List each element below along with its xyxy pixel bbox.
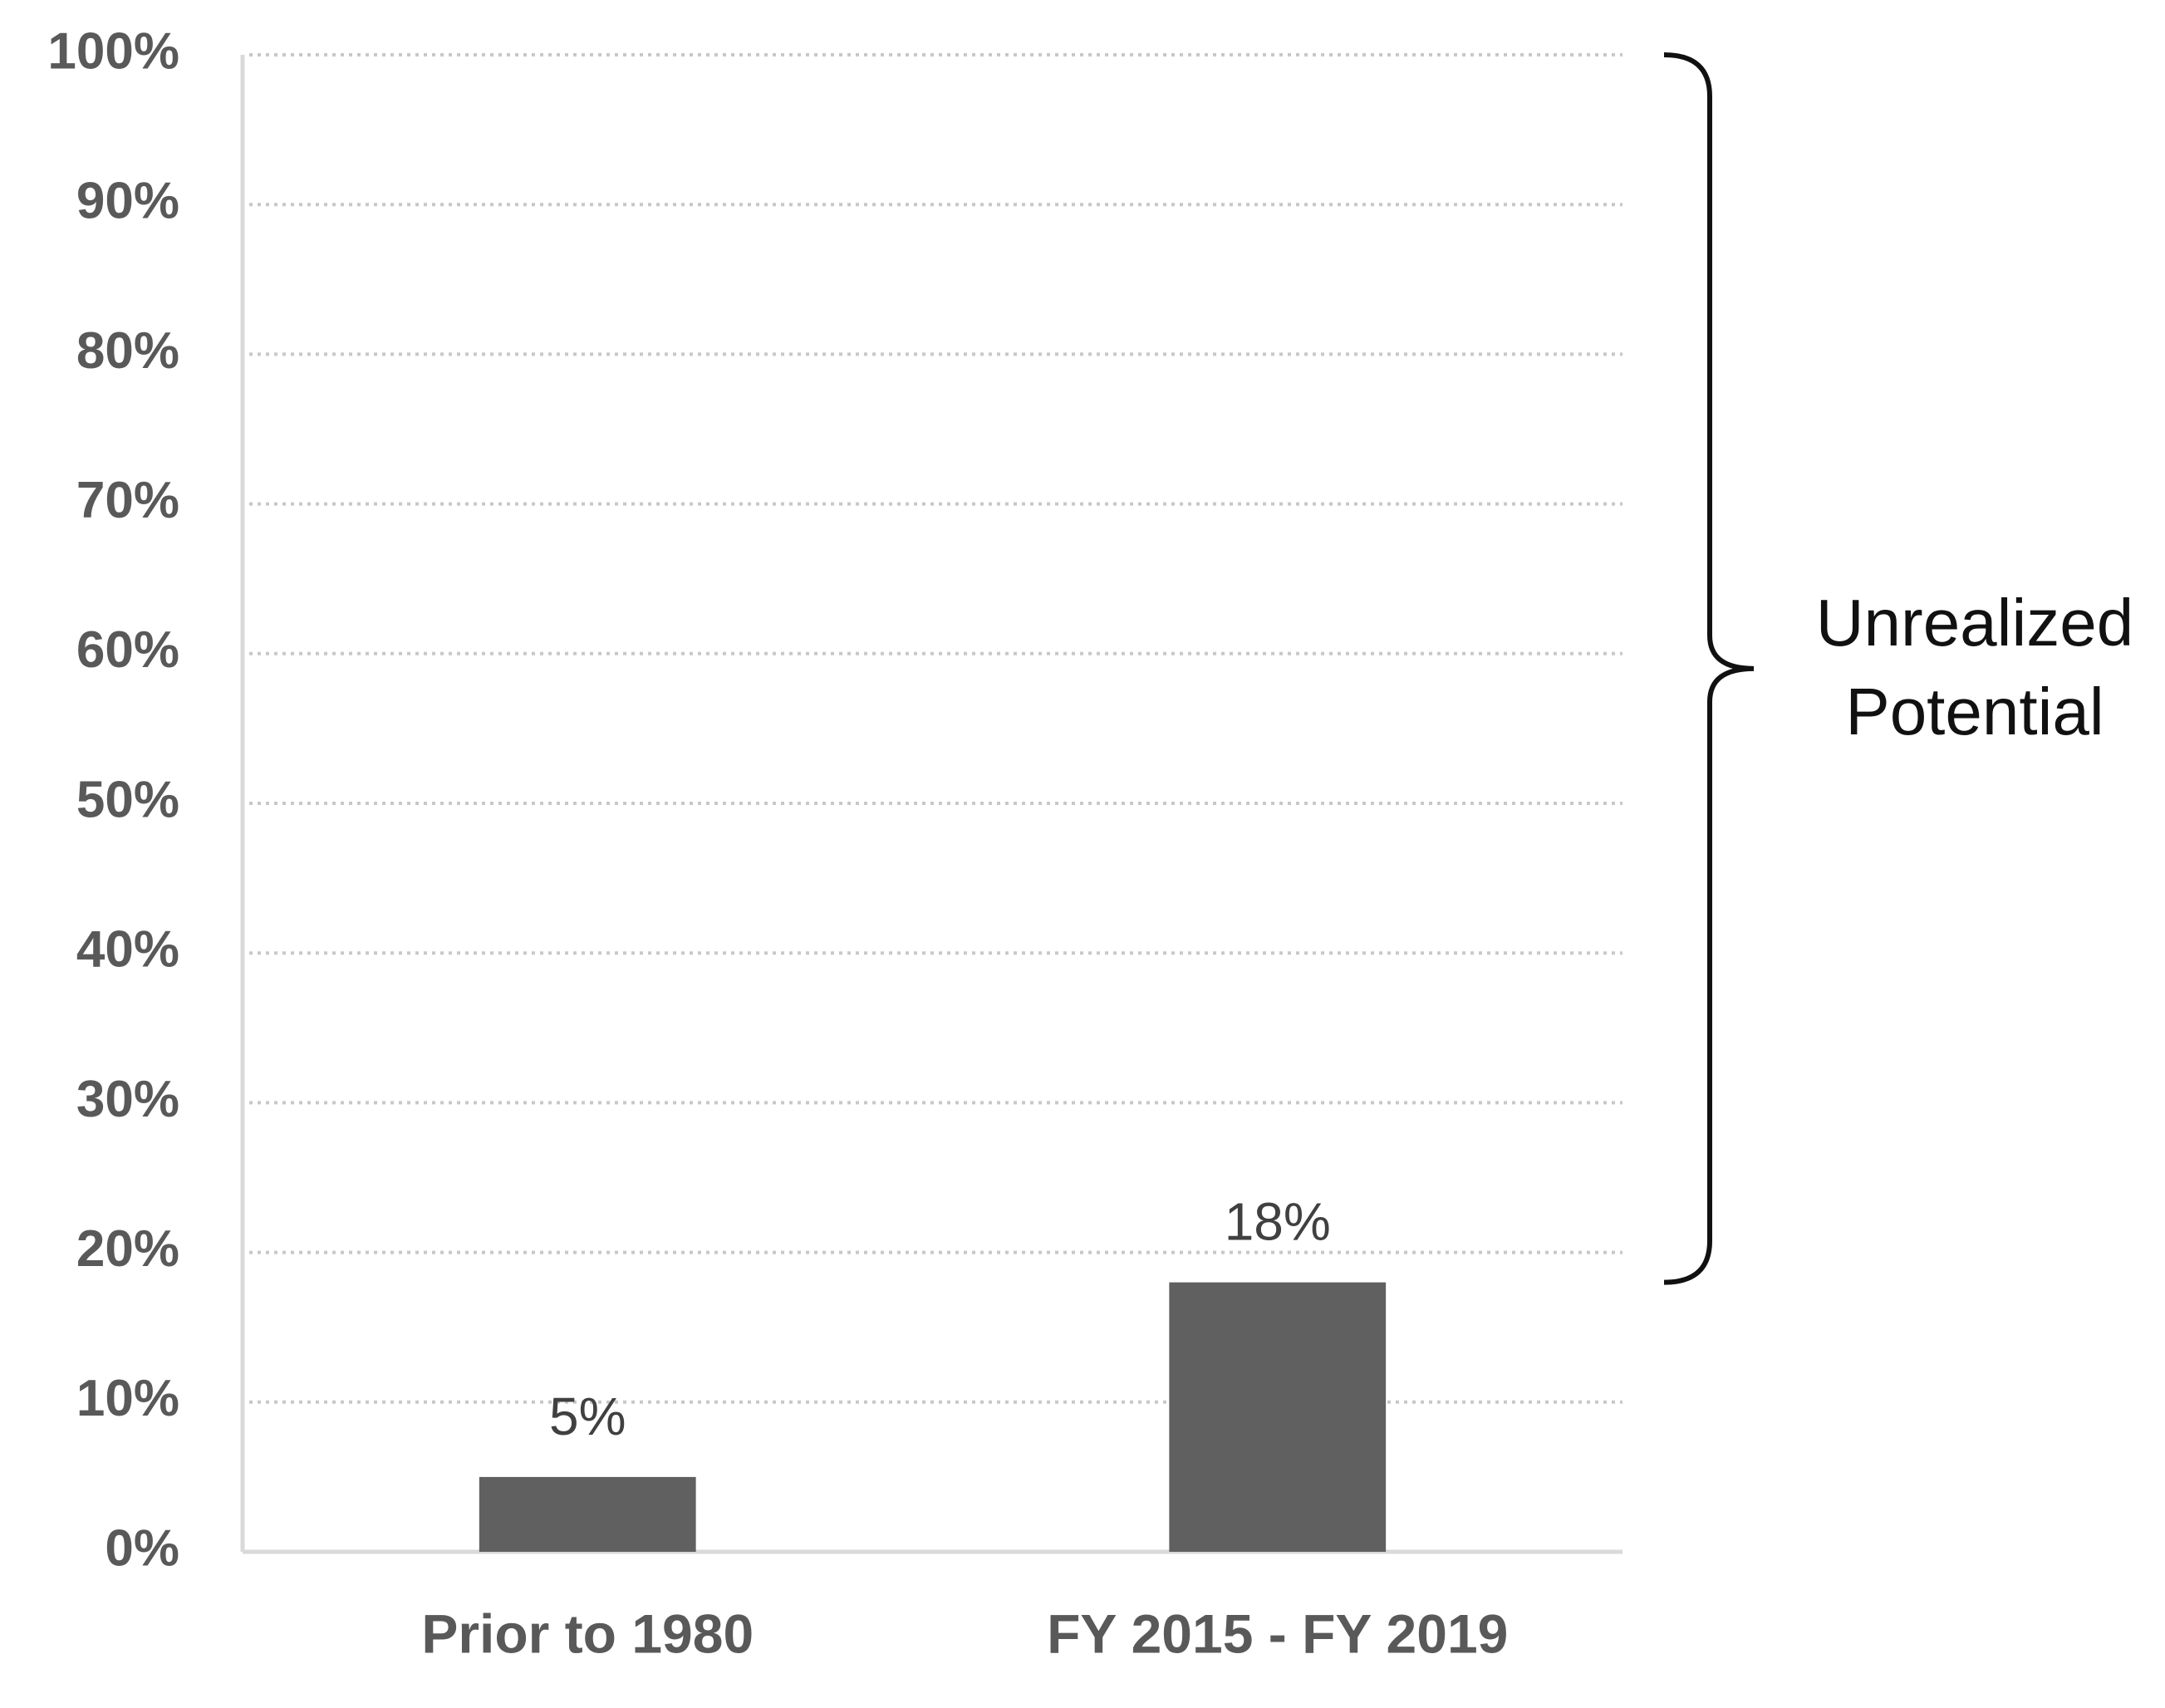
value-label: 5% [549, 1387, 626, 1446]
annotation: Potential [1845, 675, 2104, 748]
y-tick-label: 0% [105, 1519, 179, 1577]
y-tick-label: 10% [76, 1370, 179, 1427]
bar [479, 1476, 696, 1552]
y-tick-label: 100% [47, 22, 179, 80]
x-tick-label: Prior to 1980 [421, 1602, 754, 1664]
y-tick-label: 70% [76, 472, 179, 529]
y-tick-label: 60% [76, 621, 179, 679]
y-tick-label: 80% [76, 322, 179, 380]
annotation: Unrealized [1816, 586, 2133, 660]
y-tick-label: 90% [76, 173, 179, 230]
value-label: 18% [1225, 1192, 1331, 1252]
bar [1169, 1282, 1387, 1552]
y-tick-label: 50% [76, 771, 179, 828]
y-tick-label: 20% [76, 1220, 179, 1278]
y-tick-label: 30% [76, 1071, 179, 1128]
brace [1663, 52, 1755, 1285]
y-tick-label: 40% [76, 921, 179, 979]
x-tick-label: FY 2015 - FY 2019 [1047, 1602, 1508, 1664]
